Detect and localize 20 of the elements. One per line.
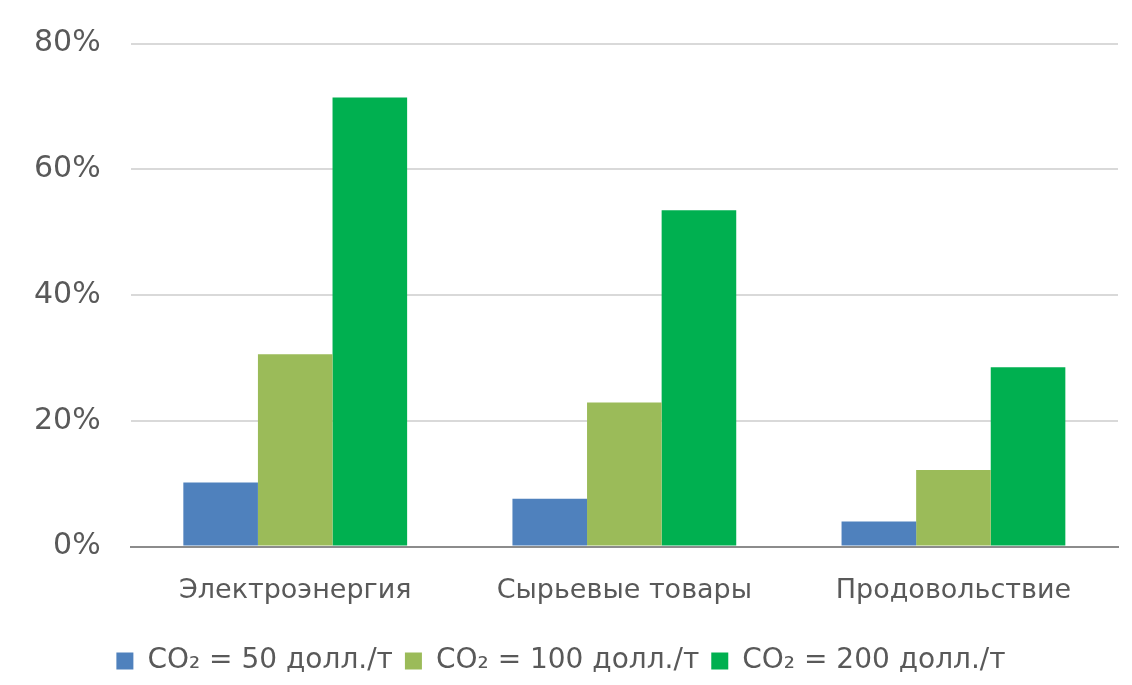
bar	[661, 210, 737, 546]
y-tick-label: 40%	[33, 274, 101, 310]
y-tick-label: 20%	[33, 400, 101, 436]
bar	[841, 521, 917, 546]
y-tick-label: 80%	[33, 23, 101, 59]
bar	[512, 498, 588, 546]
y-tick-label: 0%	[53, 526, 101, 562]
x-tick-label: Продовольствие	[835, 572, 1072, 604]
legend-label: CO₂ = 100 долл./т	[435, 642, 700, 676]
legend-label: CO₂ = 50 долл./т	[147, 642, 393, 676]
bar	[183, 482, 258, 546]
bar	[257, 354, 333, 546]
bar	[916, 469, 991, 546]
legend-label: CO₂ = 200 долл./т	[742, 642, 1006, 676]
bar	[332, 97, 408, 546]
bar	[587, 402, 662, 546]
x-tick-label: Электроэнергия	[178, 572, 412, 604]
y-tick-label: 60%	[33, 149, 101, 185]
x-tick-label: Сырьевые товары	[496, 572, 753, 604]
bar	[990, 367, 1066, 546]
